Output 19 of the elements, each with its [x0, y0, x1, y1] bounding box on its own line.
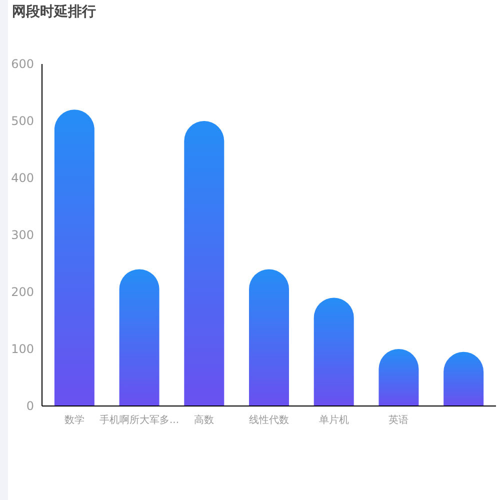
bar — [119, 269, 160, 406]
x-tick-label: 高数 — [194, 414, 214, 426]
bar — [249, 269, 289, 406]
y-tick-label: 100 — [11, 342, 34, 356]
y-tick-label: 0 — [26, 399, 34, 413]
y-tick-label: 300 — [11, 228, 34, 242]
bar — [54, 110, 94, 406]
x-tick-label: 数学 — [64, 414, 84, 426]
x-tick-label: 线性代数 — [249, 414, 289, 426]
y-tick-label: 500 — [11, 114, 34, 128]
bar — [184, 121, 224, 406]
y-tick-label: 200 — [11, 285, 34, 299]
chart-title: 网段时延排行 — [12, 4, 96, 20]
y-tick-label: 400 — [11, 171, 34, 185]
x-tick-label: 英语 — [388, 414, 409, 426]
y-tick-label: 600 — [11, 57, 34, 71]
bar — [314, 298, 354, 406]
x-tick-label: 单片机 — [318, 414, 349, 426]
x-tick-label: 手机啊所大军多... — [100, 414, 180, 426]
